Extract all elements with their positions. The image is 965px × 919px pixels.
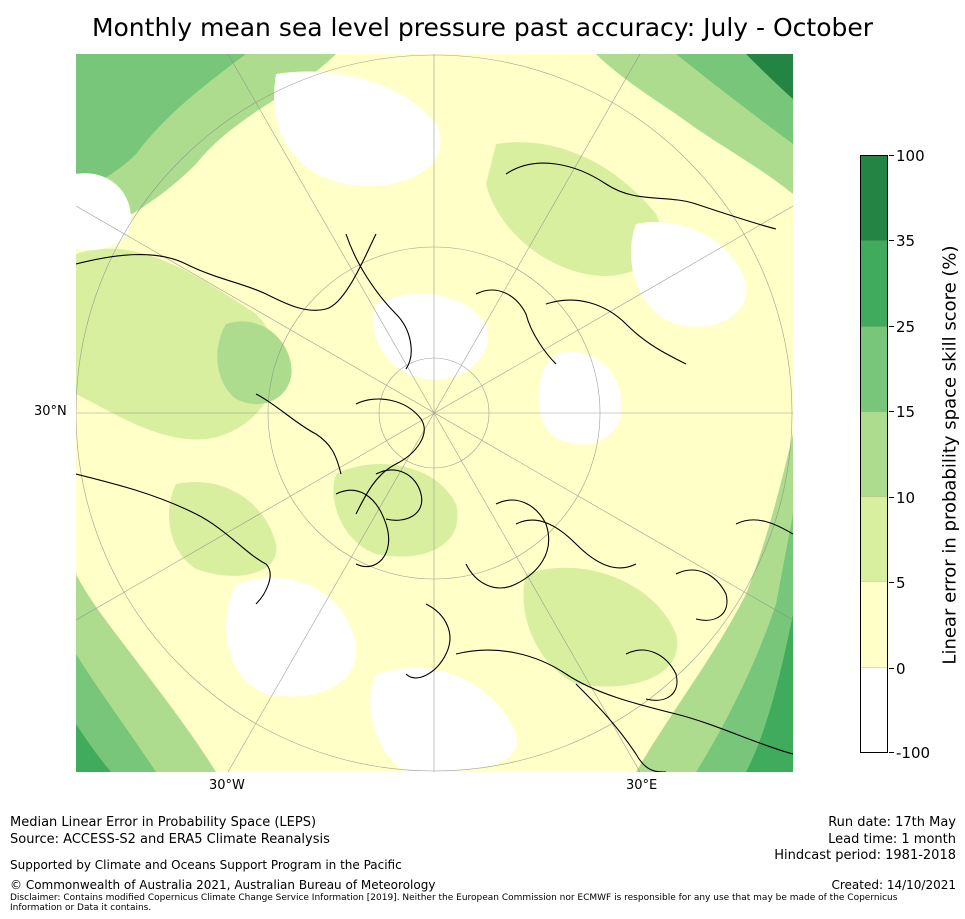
lon-label-30e: 30°E [626, 778, 658, 793]
coastlines [76, 162, 793, 772]
map-canvas [76, 54, 793, 772]
colorbar-tick [889, 668, 894, 669]
footer-supported: Supported by Climate and Oceans Support … [10, 858, 402, 872]
colorbar-seg-10-15 [861, 410, 887, 497]
colorbar-seg-35-100 [861, 156, 887, 241]
no-skill-atlantic [226, 577, 357, 697]
skill-band-5-10-siberia [486, 142, 662, 276]
footer-hindcast: Hindcast period: 1981-2018 [774, 848, 956, 863]
colorbar-seg-15-25 [861, 325, 887, 411]
skill-band-5-10-west [76, 248, 278, 440]
skill-band-15-25-sw [76, 654, 156, 772]
colorbar-tick-label: 5 [896, 574, 906, 592]
skill-band-15-25-se [696, 514, 793, 772]
graticule [76, 54, 793, 772]
no-skill-mediterranean [370, 667, 517, 772]
colorbar-tick [889, 155, 894, 156]
colorbar-tick-label: 15 [896, 403, 916, 421]
colorbar-tick-label: 0 [896, 660, 906, 678]
no-skill-arctic [373, 293, 488, 380]
no-skill-eastsiberia [630, 222, 747, 327]
colorbar-seg-0-5 [861, 581, 887, 667]
colorbar-tick-label: 25 [896, 318, 916, 336]
footer-method: Median Linear Error in Probability Space… [10, 815, 317, 830]
skill-band-35-100-ne [746, 54, 793, 99]
skill-band-15-25-nw [76, 54, 246, 189]
no-skill-pacific [274, 71, 441, 186]
colorbar-seg-5-10 [861, 496, 887, 582]
colorbar [860, 155, 888, 753]
colorbar-tick-label: 100 [896, 147, 925, 165]
colorbar-tick [889, 582, 894, 583]
lon-label-30w: 30°W [209, 778, 245, 793]
colorbar-tick [889, 240, 894, 241]
footer-lead-time: Lead time: 1 month [828, 832, 956, 847]
colorbar-tick [889, 326, 894, 327]
colorbar-seg-25-35 [861, 240, 887, 326]
skill-band-5-10-greenland [333, 464, 458, 557]
colorbar-tick-label: -100 [896, 744, 931, 762]
skill-band-15-25-ne [676, 54, 793, 144]
no-skill-pacific-west [76, 173, 131, 251]
footer-run-date: Run date: 17th May [828, 815, 956, 830]
colorbar-tick-label: 10 [896, 489, 916, 507]
colorbar-tick [889, 752, 894, 753]
map-title: Monthly mean sea level pressure past acc… [91, 13, 874, 42]
footer-source: Source: ACCESS-S2 and ERA5 Climate Reana… [10, 832, 330, 847]
skill-band-25-35-sw [76, 724, 111, 772]
footer-copyright: © Commonwealth of Australia 2021, Austra… [10, 878, 436, 892]
skill-band-25-35-se [746, 614, 793, 772]
lat-label-30n: 30°N [34, 404, 67, 419]
polar-map [76, 54, 793, 772]
colorbar-tick [889, 497, 894, 498]
footer-created: Created: 14/10/2021 [831, 878, 956, 892]
footer-disclaimer: Disclaimer: Contains modified Copernicus… [10, 893, 898, 913]
skill-band-5-10-europe [523, 567, 678, 687]
colorbar-seg-neg100-0 [861, 666, 887, 752]
colorbar-tick-label: 35 [896, 232, 916, 250]
colorbar-tick [889, 411, 894, 412]
skill-band-10-15-alaska [217, 321, 292, 405]
colorbar-title: Linear error in probability space skill … [939, 245, 961, 665]
no-skill-russia [538, 352, 622, 445]
